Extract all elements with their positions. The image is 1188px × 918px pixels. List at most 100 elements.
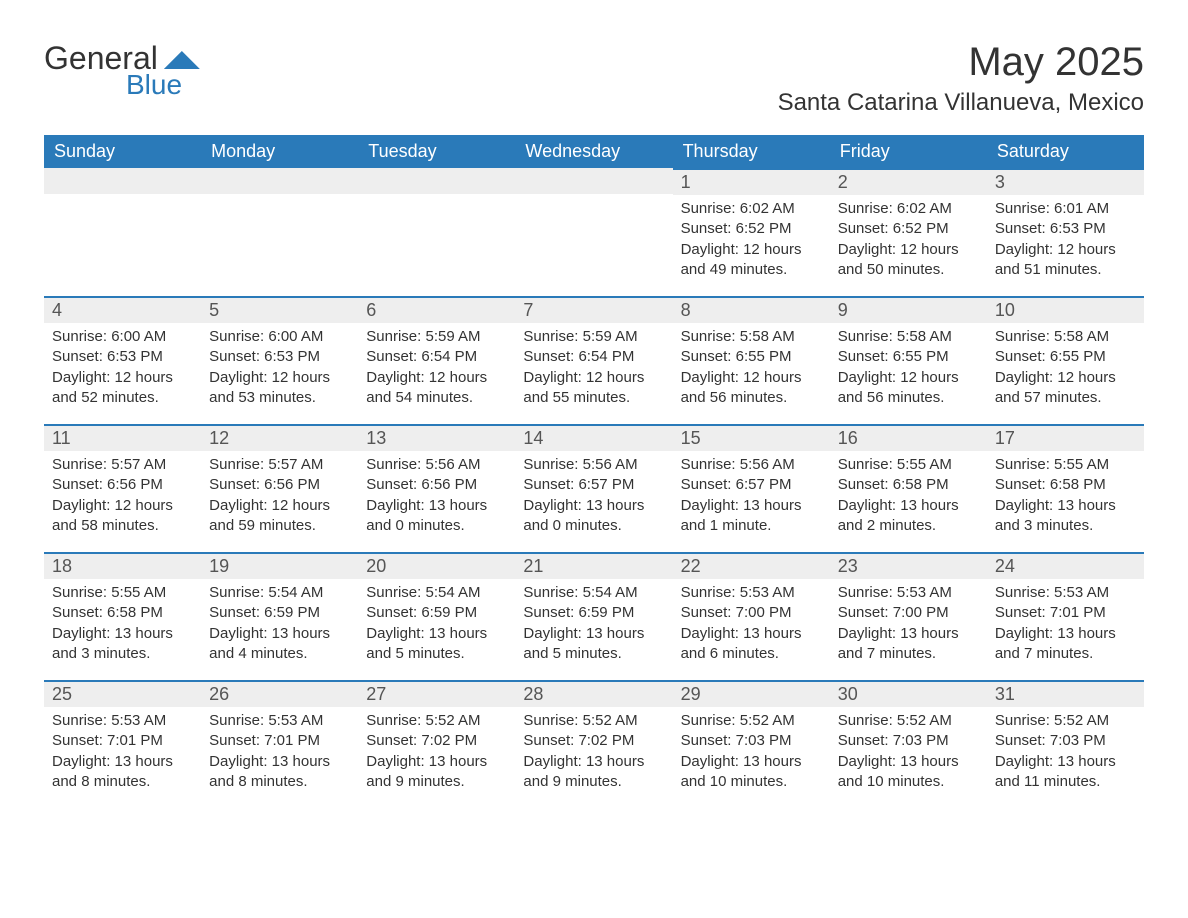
- day-number: 21: [515, 552, 672, 579]
- calendar-day-cell: 2Sunrise: 6:02 AMSunset: 6:52 PMDaylight…: [830, 168, 987, 296]
- sunrise-line: Sunrise: 6:02 AM: [838, 199, 979, 219]
- day-number: 7: [515, 296, 672, 323]
- month-title: May 2025: [778, 40, 1144, 85]
- daylight-line: Daylight: 13 hours and 1 minute.: [681, 496, 822, 537]
- daylight-line: Daylight: 13 hours and 8 minutes.: [209, 752, 350, 793]
- sunset-line: Sunset: 6:58 PM: [838, 475, 979, 495]
- calendar-day-cell: 22Sunrise: 5:53 AMSunset: 7:00 PMDayligh…: [673, 552, 830, 680]
- calendar-day-cell: 13Sunrise: 5:56 AMSunset: 6:56 PMDayligh…: [358, 424, 515, 552]
- calendar-day-cell: 1Sunrise: 6:02 AMSunset: 6:52 PMDaylight…: [673, 168, 830, 296]
- weekday-header: Wednesday: [515, 135, 672, 168]
- day-number: 26: [201, 680, 358, 707]
- daylight-line: Daylight: 12 hours and 53 minutes.: [209, 368, 350, 409]
- day-number: 5: [201, 296, 358, 323]
- day-number: 20: [358, 552, 515, 579]
- daylight-line: Daylight: 12 hours and 56 minutes.: [838, 368, 979, 409]
- sunrise-line: Sunrise: 5:52 AM: [366, 711, 507, 731]
- sunset-line: Sunset: 7:01 PM: [995, 603, 1136, 623]
- day-number: 31: [987, 680, 1144, 707]
- daylight-line: Daylight: 12 hours and 58 minutes.: [52, 496, 193, 537]
- sunrise-line: Sunrise: 5:59 AM: [366, 327, 507, 347]
- sunrise-line: Sunrise: 5:56 AM: [366, 455, 507, 475]
- day-number: 10: [987, 296, 1144, 323]
- sunrise-line: Sunrise: 5:57 AM: [52, 455, 193, 475]
- sunset-line: Sunset: 7:03 PM: [681, 731, 822, 751]
- day-number: 19: [201, 552, 358, 579]
- calendar-day-cell: 17Sunrise: 5:55 AMSunset: 6:58 PMDayligh…: [987, 424, 1144, 552]
- day-details: Sunrise: 5:54 AMSunset: 6:59 PMDaylight:…: [515, 579, 672, 672]
- sunrise-line: Sunrise: 6:01 AM: [995, 199, 1136, 219]
- day-details: Sunrise: 5:57 AMSunset: 6:56 PMDaylight:…: [44, 451, 201, 544]
- calendar-day-cell: 9Sunrise: 5:58 AMSunset: 6:55 PMDaylight…: [830, 296, 987, 424]
- sunrise-line: Sunrise: 5:56 AM: [681, 455, 822, 475]
- calendar-day-cell: 7Sunrise: 5:59 AMSunset: 6:54 PMDaylight…: [515, 296, 672, 424]
- brand-word-blue: Blue: [126, 69, 182, 101]
- sunrise-line: Sunrise: 5:56 AM: [523, 455, 664, 475]
- day-number: 30: [830, 680, 987, 707]
- day-number: 9: [830, 296, 987, 323]
- day-details: Sunrise: 6:02 AMSunset: 6:52 PMDaylight:…: [673, 195, 830, 288]
- sunset-line: Sunset: 6:53 PM: [995, 219, 1136, 239]
- day-number: 15: [673, 424, 830, 451]
- daylight-line: Daylight: 13 hours and 7 minutes.: [995, 624, 1136, 665]
- weekday-header: Tuesday: [358, 135, 515, 168]
- sunrise-line: Sunrise: 6:00 AM: [52, 327, 193, 347]
- daylight-line: Daylight: 13 hours and 3 minutes.: [52, 624, 193, 665]
- daylight-line: Daylight: 12 hours and 51 minutes.: [995, 240, 1136, 281]
- daylight-line: Daylight: 13 hours and 9 minutes.: [523, 752, 664, 793]
- sunset-line: Sunset: 7:01 PM: [209, 731, 350, 751]
- calendar-day-cell: 25Sunrise: 5:53 AMSunset: 7:01 PMDayligh…: [44, 680, 201, 808]
- calendar-week-row: 11Sunrise: 5:57 AMSunset: 6:56 PMDayligh…: [44, 424, 1144, 552]
- sunrise-line: Sunrise: 5:54 AM: [523, 583, 664, 603]
- calendar-day-cell: 18Sunrise: 5:55 AMSunset: 6:58 PMDayligh…: [44, 552, 201, 680]
- day-details: Sunrise: 5:59 AMSunset: 6:54 PMDaylight:…: [515, 323, 672, 416]
- sunset-line: Sunset: 7:03 PM: [838, 731, 979, 751]
- sunrise-line: Sunrise: 5:59 AM: [523, 327, 664, 347]
- sunrise-line: Sunrise: 5:55 AM: [995, 455, 1136, 475]
- calendar-day-cell: 19Sunrise: 5:54 AMSunset: 6:59 PMDayligh…: [201, 552, 358, 680]
- day-details: Sunrise: 6:01 AMSunset: 6:53 PMDaylight:…: [987, 195, 1144, 288]
- sunrise-line: Sunrise: 5:53 AM: [209, 711, 350, 731]
- calendar-day-cell: 29Sunrise: 5:52 AMSunset: 7:03 PMDayligh…: [673, 680, 830, 808]
- calendar-day-cell: 21Sunrise: 5:54 AMSunset: 6:59 PMDayligh…: [515, 552, 672, 680]
- daylight-line: Daylight: 12 hours and 59 minutes.: [209, 496, 350, 537]
- calendar-day-cell: 23Sunrise: 5:53 AMSunset: 7:00 PMDayligh…: [830, 552, 987, 680]
- weekday-header: Thursday: [673, 135, 830, 168]
- day-number: 18: [44, 552, 201, 579]
- day-number: 29: [673, 680, 830, 707]
- sunset-line: Sunset: 6:56 PM: [52, 475, 193, 495]
- sunset-line: Sunset: 7:00 PM: [681, 603, 822, 623]
- calendar-day-cell: 10Sunrise: 5:58 AMSunset: 6:55 PMDayligh…: [987, 296, 1144, 424]
- day-details: Sunrise: 5:53 AMSunset: 7:01 PMDaylight:…: [201, 707, 358, 800]
- empty-day: [201, 168, 358, 194]
- day-details: Sunrise: 6:00 AMSunset: 6:53 PMDaylight:…: [201, 323, 358, 416]
- day-details: Sunrise: 5:53 AMSunset: 7:01 PMDaylight:…: [44, 707, 201, 800]
- daylight-line: Daylight: 12 hours and 55 minutes.: [523, 368, 664, 409]
- sunrise-line: Sunrise: 5:54 AM: [366, 583, 507, 603]
- sunset-line: Sunset: 6:56 PM: [366, 475, 507, 495]
- day-details: Sunrise: 5:52 AMSunset: 7:03 PMDaylight:…: [987, 707, 1144, 800]
- sunset-line: Sunset: 7:00 PM: [838, 603, 979, 623]
- day-number: 17: [987, 424, 1144, 451]
- empty-day: [358, 168, 515, 194]
- day-number: 4: [44, 296, 201, 323]
- calendar-day-cell: 30Sunrise: 5:52 AMSunset: 7:03 PMDayligh…: [830, 680, 987, 808]
- calendar-day-cell: 11Sunrise: 5:57 AMSunset: 6:56 PMDayligh…: [44, 424, 201, 552]
- calendar-day-cell: 5Sunrise: 6:00 AMSunset: 6:53 PMDaylight…: [201, 296, 358, 424]
- title-block: May 2025 Santa Catarina Villanueva, Mexi…: [778, 40, 1144, 117]
- calendar-day-cell: 15Sunrise: 5:56 AMSunset: 6:57 PMDayligh…: [673, 424, 830, 552]
- page-header: General Blue May 2025 Santa Catarina Vil…: [44, 40, 1144, 117]
- calendar-day-cell: [515, 168, 672, 296]
- day-details: Sunrise: 5:56 AMSunset: 6:56 PMDaylight:…: [358, 451, 515, 544]
- sunrise-line: Sunrise: 6:00 AM: [209, 327, 350, 347]
- daylight-line: Daylight: 13 hours and 5 minutes.: [366, 624, 507, 665]
- day-details: Sunrise: 6:02 AMSunset: 6:52 PMDaylight:…: [830, 195, 987, 288]
- daylight-line: Daylight: 13 hours and 6 minutes.: [681, 624, 822, 665]
- day-details: Sunrise: 5:58 AMSunset: 6:55 PMDaylight:…: [673, 323, 830, 416]
- daylight-line: Daylight: 13 hours and 0 minutes.: [366, 496, 507, 537]
- day-details: Sunrise: 5:52 AMSunset: 7:03 PMDaylight:…: [830, 707, 987, 800]
- sunset-line: Sunset: 6:58 PM: [52, 603, 193, 623]
- sunset-line: Sunset: 6:59 PM: [366, 603, 507, 623]
- calendar-day-cell: 26Sunrise: 5:53 AMSunset: 7:01 PMDayligh…: [201, 680, 358, 808]
- day-details: Sunrise: 5:52 AMSunset: 7:02 PMDaylight:…: [515, 707, 672, 800]
